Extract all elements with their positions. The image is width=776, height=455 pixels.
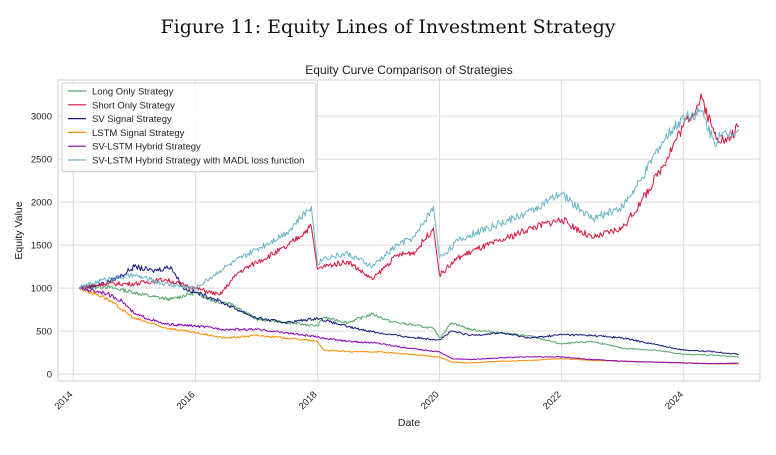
series-line [79,93,739,296]
series-line [79,264,739,356]
y-tick-label: 2000 [31,198,52,209]
y-tick-label: 1000 [31,284,52,295]
y-tick-label: 2500 [31,155,52,166]
y-tick-label: 1500 [31,241,52,252]
legend-label: LSTM Signal Strategy [92,128,185,139]
legend: Long Only Strategy Short Only Strategy SV … [61,82,317,173]
series-line [78,286,739,365]
x-tick-label: 2018 [297,389,320,412]
legend-label: Short Only Strategy [92,100,175,111]
x-tick-label: 2020 [419,389,442,412]
figure-caption: Figure 11: Equity Lines of Investment St… [160,16,616,38]
chart-title: Equity Curve Comparison of Strategies [305,63,512,77]
y-tick-label: 3000 [31,112,52,123]
series-lines [78,93,740,365]
y-tick-label: 0 [47,370,52,381]
legend-label: SV-LSTM Hybrid Strategy with MADL loss f… [92,156,304,167]
x-axis-label: Date [398,417,420,429]
x-tick-label: 2014 [53,389,76,412]
legend-box [61,82,317,173]
series-line [79,284,739,358]
x-tick-label: 2022 [541,389,564,412]
y-tick-label: 500 [36,327,52,338]
y-axis-label: Equity Value [13,201,25,259]
series-line [78,106,740,291]
x-tick-label: 2016 [175,389,198,412]
legend-label: Long Only Strategy [92,87,174,98]
x-tick-label: 2024 [663,389,686,412]
legend-label: SV-LSTM Hybrid Strategy [92,142,201,153]
legend-label: SV Signal Strategy [92,114,172,125]
